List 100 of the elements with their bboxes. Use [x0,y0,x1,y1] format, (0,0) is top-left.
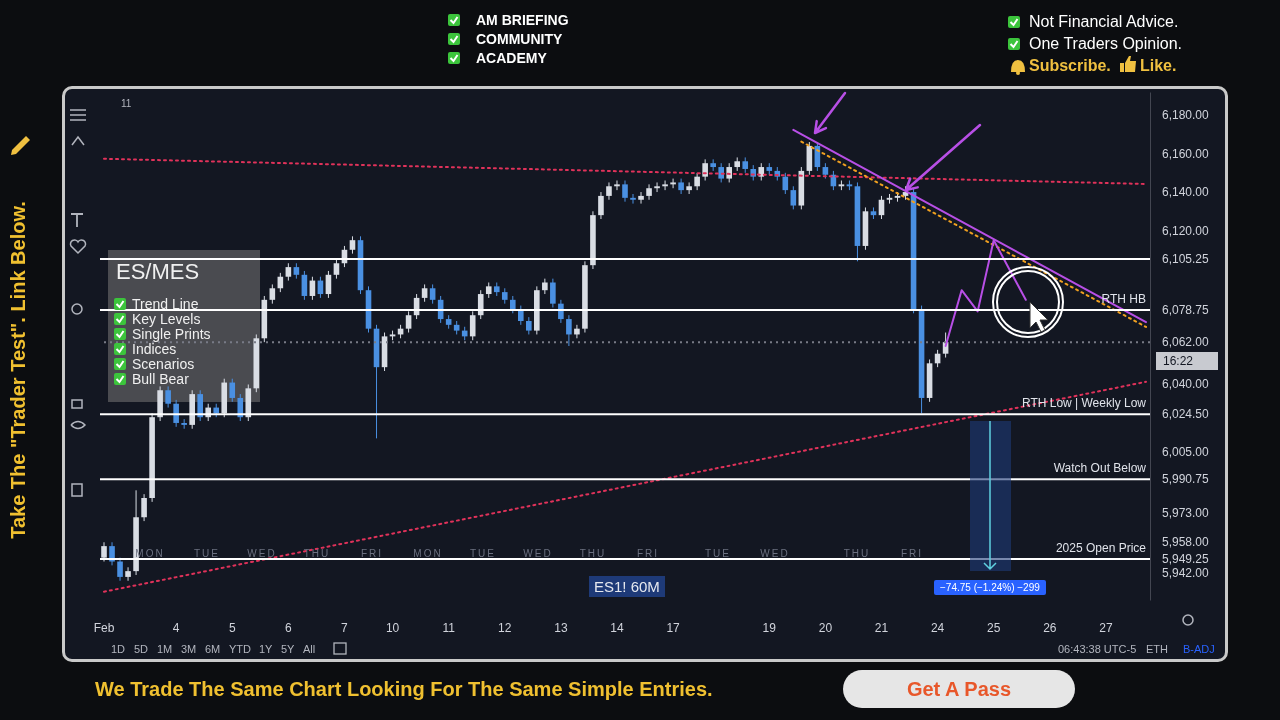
text: 1M [157,643,173,655]
candlestick [630,193,636,205]
candlestick [646,183,652,201]
annotation: FRI [360,548,384,559]
candlestick [678,178,684,195]
annotation: Single Prints [132,326,211,342]
ref-line-label: RTH HB [1101,291,1146,306]
text: 16:22 [1163,354,1194,368]
text: COMMUNITY [476,31,563,47]
text: YTD [229,643,251,655]
annotation: THU [579,548,607,559]
candlestick [670,178,676,189]
y-tick-label: 6,120.00 [1161,223,1210,238]
candlestick [574,324,580,339]
candlestick [638,191,644,205]
text: All [303,643,316,655]
candlestick [405,310,412,334]
text: AM BRIEFING [476,12,569,28]
annotation: TUE [470,548,496,559]
candlestick [606,181,612,201]
candlestick [429,283,436,305]
annotation: WED [523,548,553,559]
x-tick-label: 24 [930,620,945,635]
annotation: Trend Line [132,296,199,312]
text: Take The "Trader Test". Link Below. [6,201,30,539]
x-tick-label: 12 [498,620,512,635]
candlestick [566,314,572,347]
candlestick [477,289,484,320]
x-tick-label: 26 [1043,620,1057,635]
y-tick-label: 6,005.00 [1161,444,1210,459]
annotation: TUE [194,548,220,559]
text: We Trade The Same Chart Looking For The Same Simple Entries. [95,678,713,701]
y-tick-label: 6,078.75 [1161,302,1210,317]
x-tick-label: 10 [385,620,400,635]
text: ETH [1146,643,1168,655]
x-tick-label: 17 [666,620,681,635]
text: 1D [111,643,126,655]
candlestick [333,258,340,280]
text: Like. [1140,57,1177,75]
candlestick [662,180,668,191]
candlestick [469,310,476,341]
annotation: FRI [636,548,660,559]
x-tick-label: 11 [442,620,456,635]
candlestick [622,180,628,203]
annotation: ES/MES [116,259,200,285]
text: Subscribe. [1029,57,1111,75]
ref-line-label: Watch Out Below [1053,461,1147,476]
x-tick-label: 5 [228,620,236,635]
x-tick-label: 19 [762,620,777,635]
x-tick-label: 13 [554,620,568,635]
text: 5D [134,643,149,655]
x-tick-label: 27 [1099,620,1113,635]
y-tick-label: 6,024.50 [1161,407,1210,422]
candlestick [654,181,660,193]
annotation: Bull Bear [132,371,189,387]
candlestick [614,180,620,191]
y-tick-label: 6,040.00 [1161,377,1210,392]
y-tick-label: 5,942.00 [1161,566,1210,581]
candlestick [197,389,203,422]
annotation: TUE [705,548,731,559]
candlestick [269,283,276,305]
y-tick-label: 6,160.00 [1161,146,1210,161]
candlestick [558,299,564,324]
text: 1Y [259,643,273,655]
x-tick-label: 20 [818,620,833,635]
x-tick-label: 7 [341,620,349,635]
annotation: THU [843,548,871,559]
annotation: MON [413,548,443,559]
y-tick-label: 5,973.00 [1161,506,1210,521]
text: One Traders Opinion. [1029,35,1182,53]
text: 06:43:38 UTC-5 [1058,643,1137,655]
text: ACADEMY [476,50,547,66]
y-tick-label: 6,105.25 [1161,251,1210,266]
text: B-ADJ [1183,643,1215,655]
text: ES1! 60M [589,576,665,597]
y-tick-label: 6,180.00 [1161,108,1210,123]
x-tick-label: 4 [172,620,180,635]
x-tick-label: 14 [610,620,624,635]
annotation: FRI [900,548,924,559]
annotation: 11 [121,98,132,109]
y-tick-label: 5,990.75 [1161,472,1210,487]
candlestick [141,493,147,522]
candlestick [173,399,179,428]
candlestick [550,278,556,309]
annotation: WED [247,548,277,559]
text: 6M [205,643,221,655]
candlestick [686,181,692,195]
candlestick [790,185,797,210]
text: 3M [181,643,197,655]
x-tick-label: 21 [874,620,889,635]
y-tick-label: 6,062.00 [1161,335,1210,350]
y-tick-label: 6,140.00 [1161,185,1210,200]
text: Get A Pass [843,670,1075,708]
annotation: −74.75 (−1.24%) −299 [934,580,1046,595]
text: Not Financial Advice. [1029,13,1179,31]
x-tick-label: 6 [285,620,293,635]
annotation: WED [760,548,790,559]
ref-line-label: 2025 Open Price [1055,541,1147,556]
candlestick [165,385,171,409]
annotation: Key Levels [132,311,201,327]
